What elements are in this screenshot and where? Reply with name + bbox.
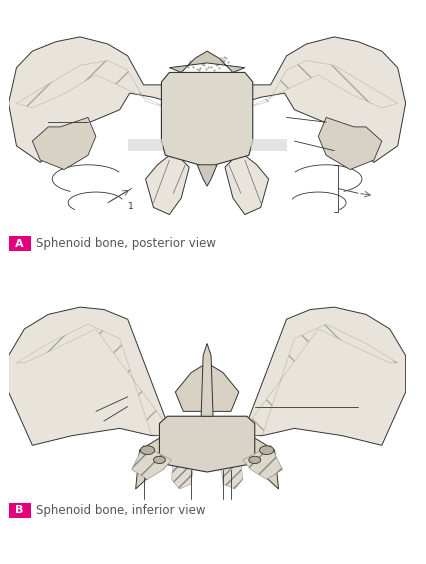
FancyBboxPatch shape xyxy=(9,236,31,251)
Polygon shape xyxy=(159,416,254,472)
Polygon shape xyxy=(161,72,252,170)
FancyBboxPatch shape xyxy=(9,503,31,518)
FancyBboxPatch shape xyxy=(250,139,286,151)
Polygon shape xyxy=(171,446,195,489)
Polygon shape xyxy=(242,446,282,479)
Polygon shape xyxy=(219,446,242,489)
Polygon shape xyxy=(9,307,183,446)
Polygon shape xyxy=(175,363,238,411)
Polygon shape xyxy=(169,51,244,72)
Polygon shape xyxy=(232,37,405,162)
Circle shape xyxy=(153,456,165,464)
Text: 1: 1 xyxy=(127,201,133,210)
Circle shape xyxy=(248,456,260,464)
FancyBboxPatch shape xyxy=(127,139,163,151)
Circle shape xyxy=(259,446,273,455)
Polygon shape xyxy=(131,446,171,479)
Polygon shape xyxy=(32,117,96,170)
Polygon shape xyxy=(230,435,278,489)
Polygon shape xyxy=(230,307,405,446)
Polygon shape xyxy=(201,343,213,416)
Polygon shape xyxy=(225,155,268,214)
Circle shape xyxy=(140,446,154,455)
Text: A: A xyxy=(15,239,24,249)
Text: B: B xyxy=(15,505,24,515)
Text: Sphenoid bone, inferior view: Sphenoid bone, inferior view xyxy=(36,504,205,517)
Text: Sphenoid bone, posterior view: Sphenoid bone, posterior view xyxy=(36,237,216,250)
Polygon shape xyxy=(145,155,189,214)
Polygon shape xyxy=(9,37,181,162)
Polygon shape xyxy=(317,117,381,170)
Polygon shape xyxy=(135,435,183,489)
Polygon shape xyxy=(197,165,216,186)
